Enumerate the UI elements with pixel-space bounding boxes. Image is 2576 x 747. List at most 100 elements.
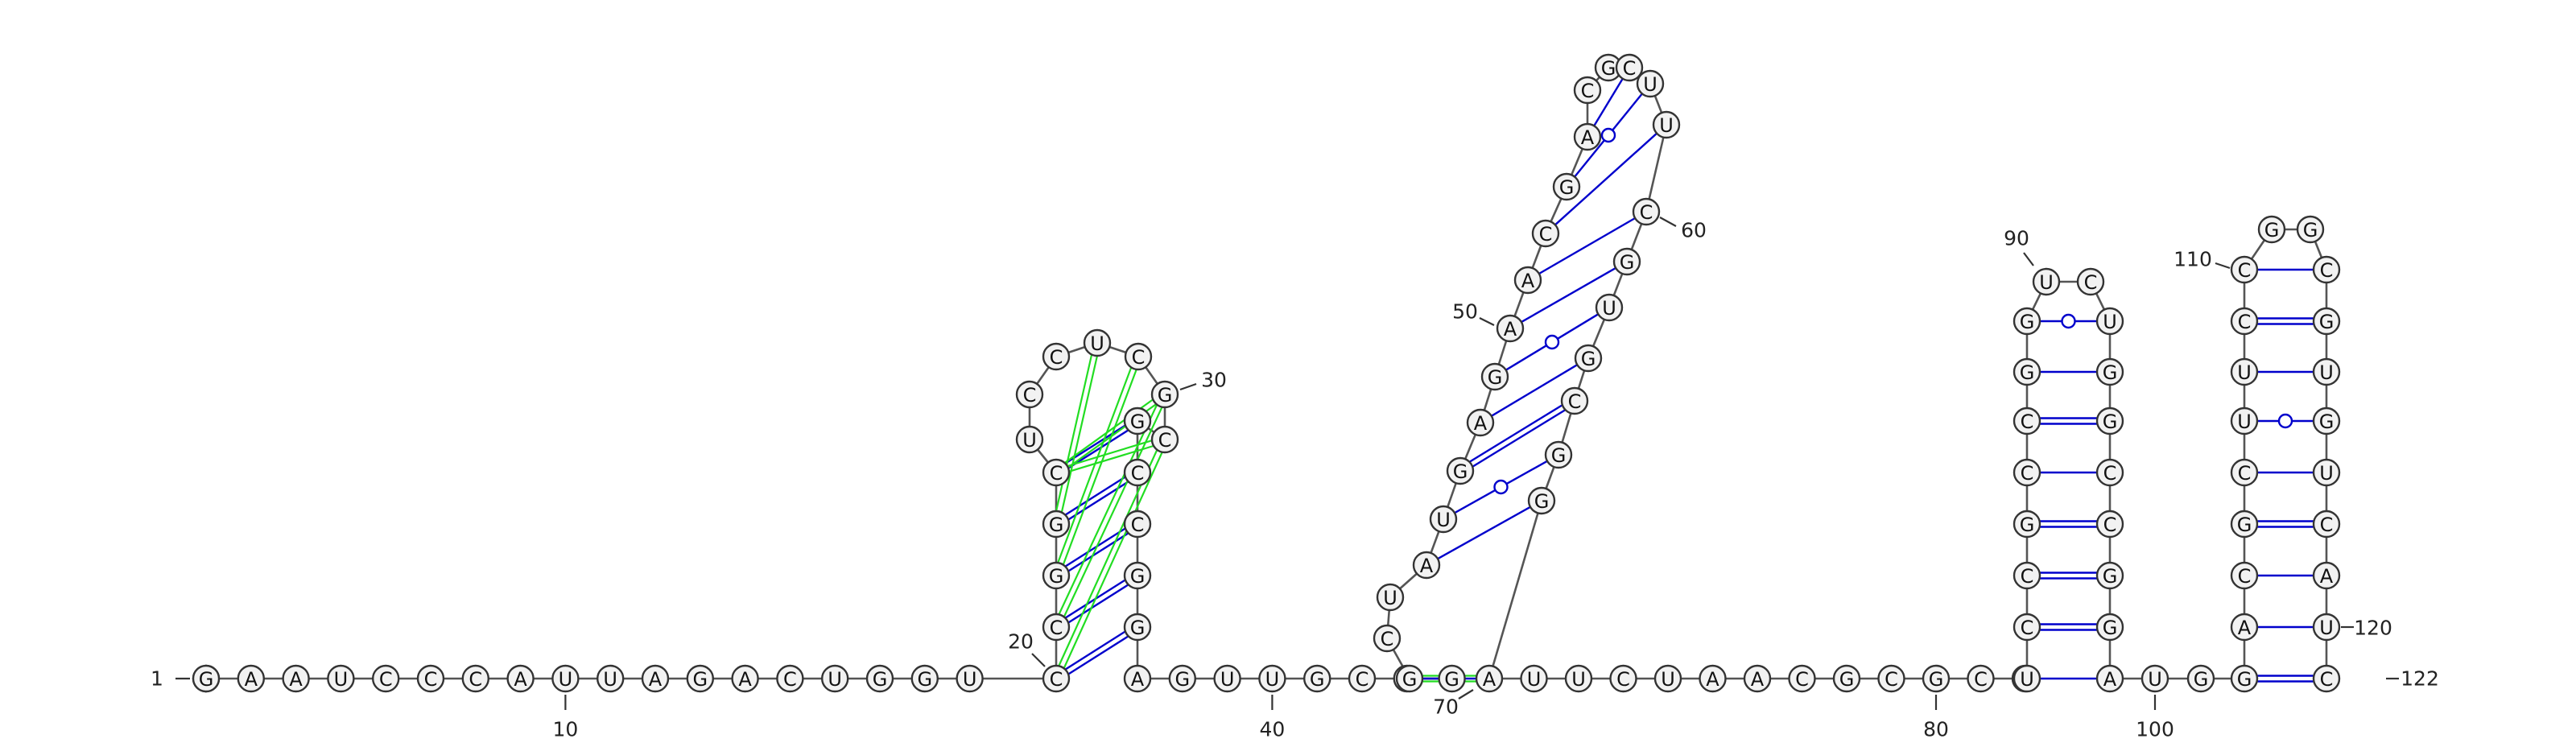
nucleotide: U	[2140, 664, 2169, 693]
svg-text:C: C	[1023, 384, 1037, 407]
base-pair	[2040, 520, 2097, 528]
svg-text:A: A	[1131, 668, 1145, 691]
svg-text:U: U	[2039, 271, 2054, 294]
nucleotide: A	[641, 664, 670, 693]
nucleotide: G	[192, 664, 221, 693]
nucleotide: C	[2013, 458, 2041, 487]
label-tick	[2023, 252, 2034, 266]
nucleotide: U	[1520, 664, 1548, 693]
svg-text:A: A	[738, 668, 752, 691]
position-label: 10	[552, 718, 578, 741]
nucleotide: G	[2312, 307, 2341, 336]
nucleotide: G	[2013, 510, 2041, 539]
nucleotide: A	[731, 664, 759, 693]
svg-text:C: C	[379, 668, 393, 691]
nucleotide: G	[1395, 664, 1424, 693]
base-pair	[1505, 313, 1599, 371]
svg-text:G: G	[1130, 565, 1146, 588]
position-label: 122	[2401, 667, 2439, 691]
nucleotide: C	[2230, 561, 2259, 590]
nucleotide: U	[820, 664, 849, 693]
nucleotide: U	[1376, 583, 1405, 612]
position-label: 40	[1259, 718, 1285, 741]
svg-text:C: C	[1050, 346, 1063, 369]
svg-text:C: C	[1885, 668, 1898, 691]
nucleotide: C	[1042, 342, 1071, 371]
nucleotide: A	[1513, 266, 1542, 295]
nucleotide: G	[1480, 362, 1509, 391]
svg-text:G: G	[2237, 668, 2252, 691]
svg-text:G: G	[1551, 444, 1567, 467]
nucleotide: C	[2312, 664, 2341, 693]
nucleotide: G	[2257, 215, 2286, 244]
nucleotide: G	[1123, 407, 1152, 435]
svg-text:C: C	[2238, 311, 2252, 333]
base-pair	[2257, 675, 2314, 683]
svg-text:A: A	[1521, 270, 1535, 292]
nucleotide: C	[1015, 380, 1044, 409]
svg-text:C: C	[1050, 617, 1063, 639]
base-pair	[2040, 313, 2097, 329]
position-label: 30	[1201, 369, 1227, 392]
svg-text:G: G	[1130, 617, 1146, 639]
nucleotide: G	[2186, 664, 2215, 693]
svg-text:G: G	[2103, 411, 2118, 433]
svg-text:G: G	[1049, 565, 1064, 588]
svg-text:C: C	[1616, 668, 1630, 691]
nucleotide: G	[2296, 215, 2325, 244]
nucleotide: G	[1042, 561, 1071, 590]
nucleotide: G	[1168, 664, 1197, 693]
svg-text:A: A	[2103, 668, 2117, 691]
label-tick	[1179, 382, 1197, 391]
svg-text:U: U	[2237, 411, 2252, 433]
nucleotide: C	[2312, 255, 2341, 284]
nucleotide: G	[1544, 440, 1573, 469]
svg-text:G: G	[1310, 668, 1325, 691]
svg-text:G: G	[2103, 361, 2118, 384]
base-pair	[1437, 506, 1531, 560]
svg-text:C: C	[1581, 80, 1595, 102]
nucleotide: U	[2312, 613, 2341, 642]
base-pair	[1469, 404, 1566, 468]
nucleotide: A	[2312, 561, 2341, 590]
nucleotide: G	[1527, 486, 1556, 515]
svg-text:C: C	[2320, 259, 2334, 282]
svg-text:G: G	[1130, 411, 1146, 433]
nucleotide: G	[1302, 664, 1331, 693]
svg-text:U: U	[1265, 668, 1280, 691]
nucleotide: G	[1552, 172, 1581, 201]
nucleotide: U	[1636, 69, 1665, 98]
svg-text:C: C	[2021, 462, 2034, 485]
svg-text:G: G	[199, 668, 214, 691]
base-pair	[1491, 364, 1578, 417]
nucleotide: A	[237, 664, 265, 693]
base-pair	[1064, 424, 1129, 469]
svg-text:C: C	[2021, 411, 2034, 433]
svg-text:G: G	[2020, 311, 2035, 333]
base-pair	[1538, 217, 1636, 275]
nucleotide: C	[1788, 664, 1816, 693]
svg-text:A: A	[1581, 126, 1595, 149]
nucleotide: C	[1531, 219, 1560, 248]
svg-text:C: C	[2320, 668, 2334, 691]
svg-text:U: U	[1436, 509, 1451, 531]
nucleotide: C	[416, 664, 445, 693]
svg-text:C: C	[1974, 668, 1988, 691]
position-label: 60	[1681, 219, 1707, 242]
svg-text:U: U	[1643, 73, 1657, 96]
svg-text:G: G	[1534, 490, 1550, 513]
svg-text:U: U	[828, 668, 842, 691]
svg-text:G: G	[2264, 219, 2280, 241]
nucleotide: U	[2095, 307, 2124, 336]
svg-text:G: G	[1601, 57, 1616, 80]
base-pair	[2040, 623, 2097, 631]
base-pair	[1064, 527, 1129, 572]
nucleotide: U	[1258, 664, 1286, 693]
nucleotide: G	[2095, 407, 2124, 435]
svg-text:C: C	[1131, 462, 1145, 485]
svg-text:U: U	[1659, 114, 1674, 137]
base-pair	[1593, 78, 1624, 126]
nucleotide: U	[1015, 425, 1044, 454]
nucleotide: U	[1595, 293, 1624, 322]
svg-text:C: C	[1381, 628, 1394, 650]
